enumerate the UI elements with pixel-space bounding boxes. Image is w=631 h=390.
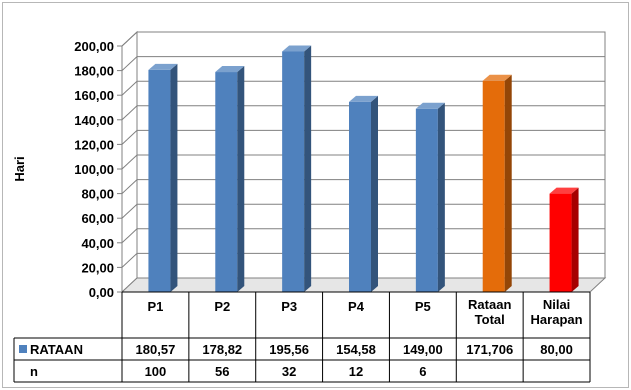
table-cell: 12 [349,364,363,379]
y-tick-label: 40,00 [81,236,114,251]
y-tick-label: 80,00 [81,187,114,202]
bar-front [415,108,438,292]
bar-side [304,45,312,293]
bars [148,45,579,293]
gridline [121,56,605,71]
table-cell: 32 [282,364,296,379]
bar-front [215,72,238,293]
data-value-label: 178,82 [202,342,242,357]
y-tick-label: 200,00 [74,39,114,54]
bar-top [215,66,245,73]
data-value-label: 195,56 [269,342,309,357]
data-value-label: 80,00 [540,342,573,357]
y-tick-label: 120,00 [74,137,114,152]
series-name-label: RATAAN [30,342,83,357]
bar-side [504,74,512,292]
bar [349,95,378,292]
data-value-label: 171,706 [466,342,513,357]
bar-front [549,193,572,292]
table-cell: 6 [419,364,426,379]
gridline [121,154,605,170]
y-tick-label: 140,00 [74,113,114,128]
y-axis-ticks: 0,00 20,00 40,00 60,00 80,00 100,00 120,00 140,… [74,39,122,300]
category-label: Rataan [468,297,511,312]
data-value-label: 180,57 [136,342,176,357]
bar-top [349,95,378,102]
y-tick-label: 60,00 [81,211,114,226]
category-label: Nilai [543,297,570,312]
gridline [121,252,605,268]
bar-front [482,80,505,292]
bar-top [148,63,178,70]
y-tick-label: 0,00 [89,285,114,300]
bar [282,45,312,293]
y-tick-label: 160,00 [74,88,114,103]
category-label: P5 [415,299,431,314]
gridline [121,129,605,145]
gridline [121,105,605,121]
category-label: Total [475,312,505,327]
bar-side [437,102,445,292]
bar [215,66,245,293]
category-label: Harapan [531,312,583,327]
bar-side [170,63,178,293]
table-cell: 100 [145,364,167,379]
bar-top [282,45,312,52]
y-axis-label: Hari [12,156,27,181]
bar [482,74,512,292]
category-label: P2 [214,299,230,314]
category-label: P3 [281,299,297,314]
bar-side [237,66,245,293]
gridline [121,203,605,219]
gridline [121,80,605,96]
table-cell: 56 [215,364,229,379]
legend-key [19,345,27,353]
bar-top [482,74,512,81]
bar [549,187,579,292]
y-tick-label: 180,00 [74,64,114,79]
bar [148,63,178,293]
y-tick-label: 100,00 [74,162,114,177]
bar-side [371,95,378,292]
bar-side [571,187,579,292]
category-label: P4 [348,299,365,314]
bar [415,102,445,292]
data-value-label: 154,58 [336,342,376,357]
data-value-label: 149,00 [403,342,443,357]
bar-top [415,102,445,109]
category-label: P1 [147,299,163,314]
gridline [121,179,605,194]
gridline [121,228,605,244]
y-tick-label: 20,00 [81,260,114,275]
gridline [121,31,605,47]
gridlines [121,31,605,268]
table-row-label: n [30,364,38,379]
bar-top [549,187,579,194]
bar-front [282,51,305,293]
bar-front [349,101,371,292]
bar-front [148,69,171,293]
